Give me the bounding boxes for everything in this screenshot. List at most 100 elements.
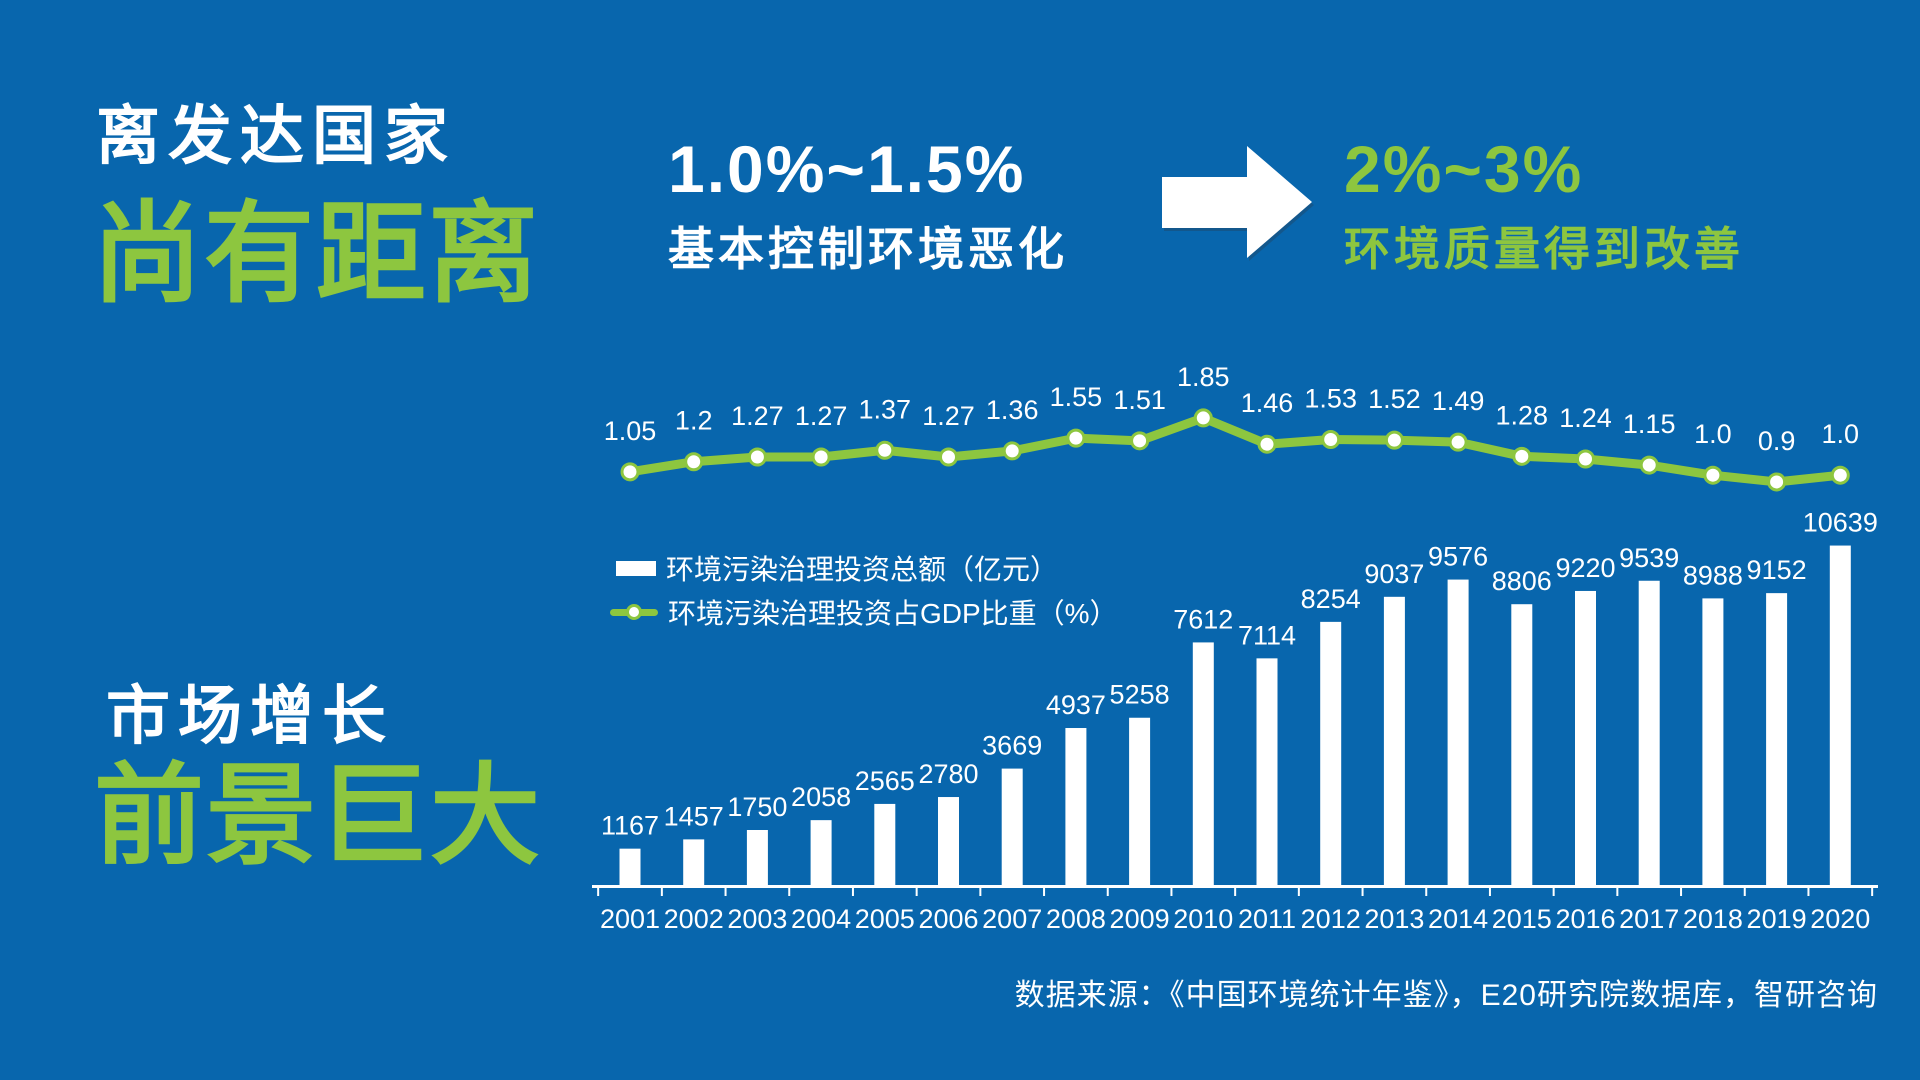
bar-label-2009: 5258 [1110, 680, 1170, 710]
x-axis-line [592, 885, 1878, 888]
bar-label-2013: 9037 [1364, 559, 1424, 589]
bar-2015 [1511, 604, 1533, 886]
line-label-2007: 1.36 [986, 395, 1039, 425]
bar-2003 [746, 830, 768, 886]
line-point-2011 [1257, 434, 1277, 454]
x-axis-tick [1425, 887, 1428, 896]
bar-2013 [1383, 596, 1405, 886]
bar-2005 [874, 803, 896, 886]
line-point-2005 [875, 440, 895, 460]
x-axis-tick [1616, 887, 1619, 896]
line-label-2008: 1.55 [1050, 382, 1103, 412]
line-point-2019 [1767, 472, 1787, 492]
line-point-2013 [1384, 430, 1404, 450]
x-axis-tick [788, 887, 791, 896]
line-point-2007 [1002, 441, 1022, 461]
right-arrow-icon [1162, 146, 1312, 258]
x-axis-tick [1871, 887, 1874, 896]
x-axis-tick [1488, 887, 1491, 896]
year-label-2018: 2018 [1683, 904, 1743, 934]
line-point-2012 [1321, 429, 1341, 449]
x-axis-tick [979, 887, 982, 896]
year-label-2006: 2006 [918, 904, 978, 934]
year-label-2016: 2016 [1555, 904, 1615, 934]
line-point-2015 [1512, 446, 1532, 466]
x-axis-tick [660, 887, 663, 896]
x-axis-tick [1234, 887, 1237, 896]
bar-2017 [1638, 580, 1660, 886]
x-axis-tick [1043, 887, 1046, 896]
year-label-2011: 2011 [1238, 904, 1296, 934]
bar-label-2003: 1750 [727, 792, 787, 822]
line-label-2012: 1.53 [1304, 383, 1357, 413]
year-label-2013: 2013 [1364, 904, 1424, 934]
line-point-2006 [939, 447, 958, 467]
year-label-2019: 2019 [1747, 904, 1807, 934]
bar-2010 [1192, 642, 1214, 886]
bar-2019 [1766, 593, 1788, 886]
stat-before-caption: 基本控制环境恶化 [668, 223, 1068, 275]
bar-label-2006: 2780 [918, 759, 978, 789]
line-label-2003: 1.27 [731, 401, 784, 431]
bar-label-2011: 7114 [1238, 620, 1296, 650]
bar-label-2016: 9220 [1555, 553, 1615, 583]
line-label-2001: 1.05 [604, 416, 657, 446]
line-label-2014: 1.49 [1432, 386, 1485, 416]
bar-label-2005: 2565 [855, 766, 915, 796]
line-point-2002 [684, 452, 704, 472]
bar-2006 [938, 797, 959, 886]
year-label-2010: 2010 [1173, 904, 1233, 934]
heading-top-line1: 离发达国家 [96, 100, 456, 172]
line-point-2010 [1193, 408, 1213, 428]
bar-2008 [1065, 728, 1087, 886]
line-point-2004 [811, 447, 831, 467]
bar-label-2008: 4937 [1046, 690, 1106, 720]
line-label-2020: 1.0 [1822, 419, 1860, 449]
legend-item-bars: 环境污染治理投资总额（亿元） [616, 548, 1058, 588]
line-point-2016 [1576, 449, 1595, 469]
line-series-swatch [610, 603, 658, 621]
bar-2011 [1256, 658, 1278, 886]
gdp-ratio-line [625, 413, 1845, 487]
right-arrow-shape [1162, 146, 1312, 258]
heading-bottom-line2: 前景巨大 [94, 755, 542, 878]
line-point-2008 [1066, 428, 1086, 448]
bar-label-2018: 8988 [1683, 560, 1743, 590]
line-label-2019: 0.9 [1758, 426, 1796, 456]
year-label-2005: 2005 [855, 904, 915, 934]
bar-label-2001: 1167 [601, 811, 659, 841]
stat-after-value: 2%~3% [1344, 132, 1584, 206]
line-label-2016: 1.24 [1559, 403, 1612, 433]
line-label-2015: 1.28 [1496, 400, 1549, 430]
year-label-2004: 2004 [791, 904, 851, 934]
line-label-2013: 1.52 [1368, 384, 1421, 414]
bar-label-2019: 9152 [1747, 555, 1807, 585]
year-label-2015: 2015 [1492, 904, 1552, 934]
bar-2002 [683, 839, 705, 886]
x-axis-tick [1807, 887, 1810, 896]
line-point-2003 [747, 447, 767, 467]
bar-2007 [1001, 768, 1023, 886]
line-point-2014 [1448, 432, 1468, 452]
line-point-2018 [1703, 465, 1723, 485]
heading-top-line2: 尚有距离 [92, 193, 540, 316]
data-source-note: 数据来源：《中国环境统计年鉴》，E20研究院数据库，智研咨询 [1014, 979, 1878, 1012]
bar-2018 [1702, 598, 1724, 886]
x-axis-tick [851, 887, 854, 896]
year-label-2014: 2014 [1428, 904, 1488, 934]
bar-label-2014: 9576 [1428, 542, 1488, 572]
bar-label-2020: 10639 [1803, 508, 1878, 538]
bar-2020 [1829, 545, 1851, 886]
x-axis-tick [1106, 887, 1109, 896]
line-point-2001 [620, 462, 640, 482]
bar-label-2017: 9539 [1619, 543, 1679, 573]
bar-label-2010: 7612 [1173, 604, 1233, 634]
bar-label-2015: 8806 [1492, 566, 1552, 596]
x-axis-tick [1552, 887, 1555, 896]
x-axis-tick [724, 887, 727, 896]
bar-series-swatch [616, 560, 656, 576]
line-label-2010: 1.85 [1177, 362, 1230, 392]
bar-2014 [1447, 579, 1469, 886]
